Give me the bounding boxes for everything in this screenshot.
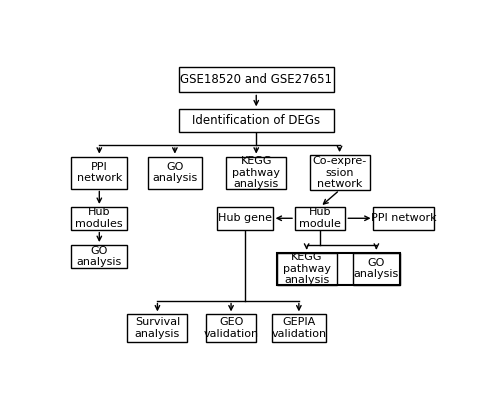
Text: KEGG
pathway
analysis: KEGG pathway analysis xyxy=(232,156,280,189)
Text: GEPIA
validation: GEPIA validation xyxy=(272,317,326,339)
Text: GSE18520 and GSE27651: GSE18520 and GSE27651 xyxy=(180,73,332,86)
Text: Survival
analysis: Survival analysis xyxy=(135,317,180,339)
FancyBboxPatch shape xyxy=(179,67,334,93)
Text: PPI
network: PPI network xyxy=(76,162,122,183)
FancyBboxPatch shape xyxy=(353,253,400,285)
FancyBboxPatch shape xyxy=(71,207,128,230)
FancyBboxPatch shape xyxy=(128,314,188,342)
Text: GEO
validation: GEO validation xyxy=(204,317,258,339)
FancyBboxPatch shape xyxy=(71,156,128,188)
FancyBboxPatch shape xyxy=(71,245,128,268)
Text: Hub
modules: Hub modules xyxy=(76,208,123,229)
FancyBboxPatch shape xyxy=(374,207,434,230)
FancyBboxPatch shape xyxy=(310,155,370,190)
FancyBboxPatch shape xyxy=(216,207,272,230)
Text: GO
analysis: GO analysis xyxy=(152,162,198,183)
FancyBboxPatch shape xyxy=(295,207,346,230)
Text: GO
analysis: GO analysis xyxy=(76,246,122,267)
Text: Hub gene: Hub gene xyxy=(218,213,272,223)
Text: PPI network: PPI network xyxy=(370,213,436,223)
Text: Hub
module: Hub module xyxy=(299,208,341,229)
Text: KEGG
pathway
analysis: KEGG pathway analysis xyxy=(282,252,331,285)
Text: GO
analysis: GO analysis xyxy=(354,258,399,280)
Bar xyxy=(276,253,400,285)
FancyBboxPatch shape xyxy=(206,314,256,342)
Text: Co-expre-
ssion
network: Co-expre- ssion network xyxy=(312,156,366,189)
FancyBboxPatch shape xyxy=(179,109,334,132)
FancyBboxPatch shape xyxy=(226,156,286,188)
FancyBboxPatch shape xyxy=(272,314,326,342)
FancyBboxPatch shape xyxy=(276,253,336,285)
Text: Identification of DEGs: Identification of DEGs xyxy=(192,114,320,127)
FancyBboxPatch shape xyxy=(148,156,202,188)
